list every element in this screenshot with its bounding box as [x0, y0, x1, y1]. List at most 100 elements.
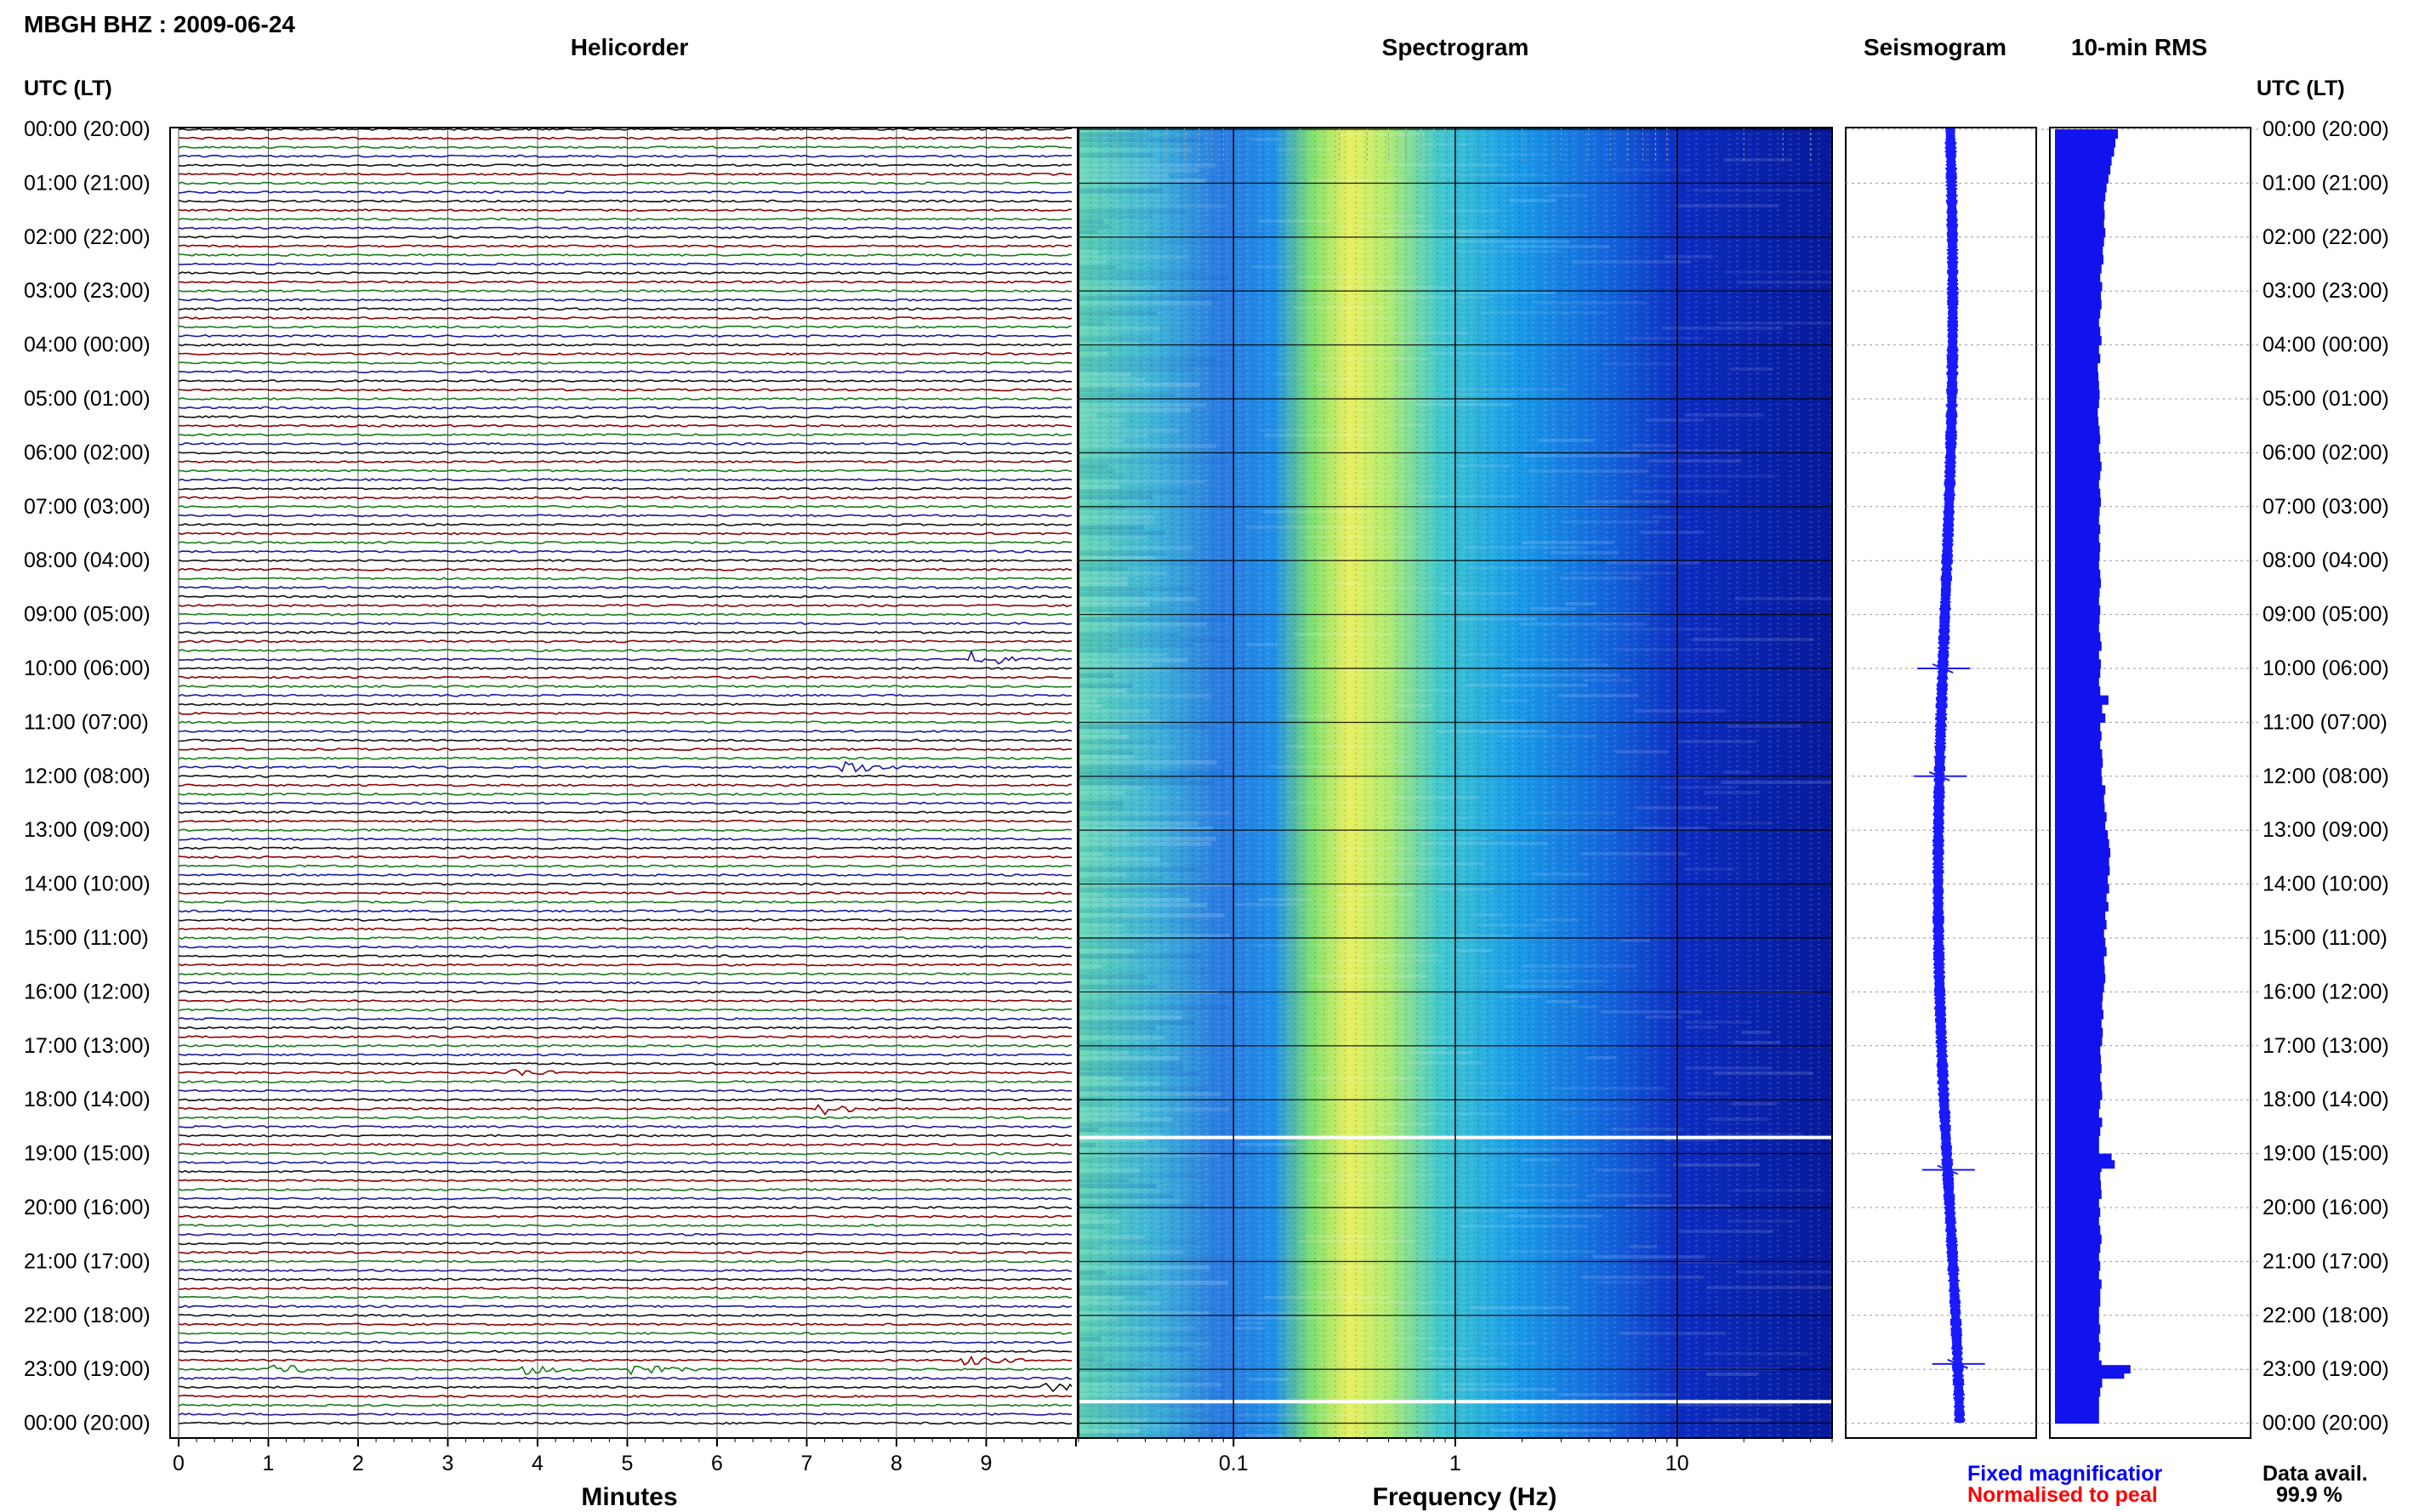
spectrogram-streak: [1299, 1240, 1415, 1243]
spectrogram-streak: [1390, 332, 1469, 335]
spectrogram-streak: [1079, 816, 1181, 821]
rms-bar: [2055, 1243, 2101, 1253]
spectrogram-streak: [1480, 311, 1607, 315]
seismogram-spike: [1932, 663, 1954, 674]
rms-bar: [2055, 919, 2107, 929]
helicorder-trace-line: [178, 1364, 1072, 1376]
spectrogram-streak: [1472, 913, 1502, 917]
spectrogram-streak: [1079, 444, 1217, 448]
helicorder-trace-line: [178, 702, 1072, 707]
rms-bar: [2055, 524, 2101, 534]
spectrogram-streak: [1079, 418, 1124, 423]
spectrogram-streak: [1335, 893, 1414, 896]
time-label-right: 01:00 (21:00): [2262, 171, 2389, 195]
spectrogram-streak: [1079, 801, 1124, 805]
rms-bar: [2055, 254, 2103, 264]
helicorder-trace-line: [178, 154, 1072, 158]
spectrogram-streak: [1646, 418, 1705, 422]
spectrogram-streak: [1557, 694, 1639, 697]
rms-bar: [2055, 1198, 2099, 1208]
helicorder-trace-line: [178, 352, 1072, 356]
rms-bar: [2055, 551, 2100, 561]
rms-panel-title: 10-min RMS: [2071, 34, 2207, 60]
spectrogram-streak: [1079, 342, 1139, 346]
helicorder-trace-line: [178, 208, 1072, 213]
spectrogram-streak: [1079, 526, 1145, 530]
spectrogram-streak: [1079, 423, 1123, 428]
spectrogram-streak: [1079, 1418, 1147, 1423]
spectrogram-streak: [1685, 1066, 1773, 1070]
spectrogram-streak: [1619, 1332, 1727, 1335]
spectrogram-streak: [1315, 378, 1357, 381]
spectrogram-streak: [1079, 862, 1172, 867]
spectrogram-streak: [1565, 602, 1597, 605]
spectrogram-streak: [1482, 1342, 1539, 1345]
spectrogram-streak: [1079, 658, 1188, 662]
helicorder-trace-line: [178, 990, 1072, 994]
rms-bar: [2055, 219, 2104, 229]
helicorder-trace-line: [178, 315, 1072, 320]
spectrogram-streak: [1079, 1332, 1229, 1336]
rms-bar: [2055, 1000, 2103, 1011]
spectrogram-streak: [1079, 725, 1210, 729]
spectrogram-streak: [1079, 515, 1155, 520]
spectrogram-streak: [1688, 1092, 1728, 1095]
spectrogram-streak: [1079, 520, 1156, 525]
time-label-left: 12:00 (08:00): [24, 765, 151, 788]
helicorder-trace-line: [178, 1242, 1072, 1246]
spectrogram-streak: [1258, 219, 1330, 223]
rms-bar: [2055, 1333, 2099, 1343]
spectrogram-streak: [1079, 1133, 1164, 1137]
spectrogram-streak: [1422, 1357, 1499, 1361]
rms-bar: [2055, 803, 2105, 813]
rms-bar: [2055, 982, 2104, 992]
spectrogram-streak: [1079, 449, 1173, 453]
rms-bar: [2055, 1009, 2103, 1020]
spectrogram-streak: [1533, 301, 1647, 304]
spectrogram-streak: [1079, 1408, 1159, 1413]
rms-bar: [2055, 659, 2102, 669]
spectrogram-streak: [1703, 791, 1760, 794]
helicorder-trace-line: [178, 298, 1072, 302]
legend-fixed-magnification: Fixed magnificatior: [1967, 1462, 2162, 1486]
rms-bar: [2055, 1189, 2102, 1199]
time-label-right: 02:00 (22:00): [2262, 225, 2389, 249]
helicorder-trace-line: [178, 846, 1072, 850]
spectrogram-streak: [1079, 301, 1212, 305]
spectrogram-streak: [1661, 327, 1784, 330]
spectrogram-streak: [1079, 786, 1143, 790]
spectrogram-streak: [1505, 245, 1610, 248]
spectrogram-streak: [1079, 592, 1147, 596]
spectrogram-streak: [1079, 975, 1147, 979]
rms-bar: [2055, 183, 2107, 193]
spectrogram-streak: [1079, 760, 1217, 765]
spectrogram-streak: [1079, 719, 1161, 724]
spectrogram-streak: [1079, 878, 1163, 882]
spectrogram-streak: [1384, 755, 1427, 759]
spectrogram-streak: [1079, 1061, 1182, 1066]
helicorder-trace-line: [178, 1269, 1072, 1272]
rms-bar: [2055, 129, 2118, 139]
time-label-right: 21:00 (17:00): [2262, 1249, 2389, 1273]
spectrogram-streak: [1079, 1194, 1173, 1198]
time-label-left: 13:00 (09:00): [24, 818, 151, 842]
rms-bar: [2055, 389, 2100, 400]
spectrogram-streak: [1079, 531, 1166, 535]
data-availability-label: Data avail.: [2262, 1462, 2368, 1486]
spectrogram-streak: [1079, 1286, 1161, 1290]
spectrogram-streak: [1079, 1168, 1141, 1173]
spectrogram-streak: [1579, 852, 1688, 855]
rms-bar: [2055, 273, 2101, 283]
spectrogram-streak: [1079, 1189, 1162, 1193]
spectrogram-streak: [1079, 648, 1118, 652]
helicorder-trace-line: [179, 1287, 1072, 1291]
rms-bar: [2055, 893, 2107, 903]
spectrogram-streak: [1079, 944, 1146, 948]
spectrogram-streak: [1079, 883, 1232, 887]
spectrogram-x-tick-label: 1: [1449, 1452, 1461, 1475]
rms-bar: [2055, 946, 2107, 957]
spectrogram-streak: [1607, 561, 1701, 565]
spectrogram-streak: [1079, 1087, 1210, 1091]
spectrogram-streak: [1079, 1005, 1229, 1009]
